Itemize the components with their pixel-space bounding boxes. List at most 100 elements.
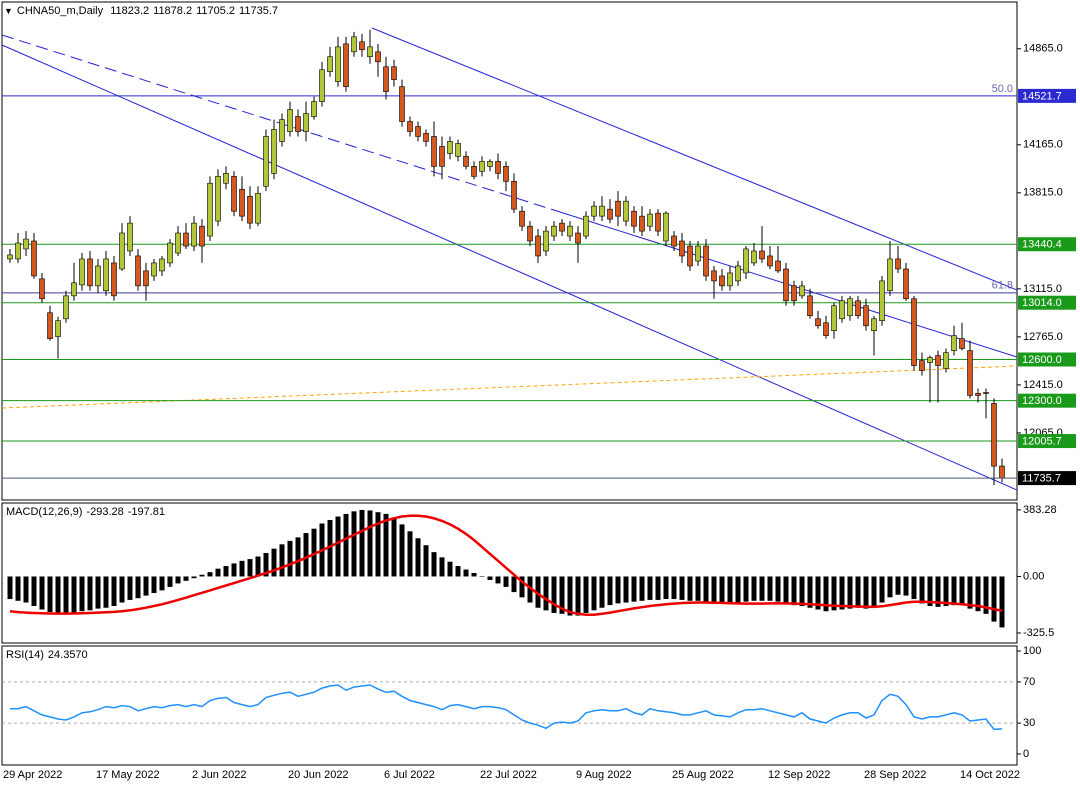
candle-body bbox=[383, 66, 389, 92]
macd-bar bbox=[575, 576, 581, 616]
macd-bar bbox=[391, 517, 397, 577]
macd-bar bbox=[999, 576, 1005, 628]
macd-bar bbox=[383, 513, 389, 577]
candle-body bbox=[167, 242, 173, 264]
candle-body bbox=[359, 41, 365, 51]
macd-bar bbox=[399, 524, 405, 577]
candle-body bbox=[959, 338, 965, 349]
candle-body bbox=[95, 265, 101, 287]
candle-body bbox=[775, 260, 781, 272]
candle-body bbox=[119, 232, 125, 270]
candle-body bbox=[215, 176, 221, 222]
candle-body bbox=[407, 121, 413, 132]
candle-body bbox=[527, 225, 533, 242]
candle-body bbox=[671, 235, 677, 247]
macd-bar bbox=[255, 556, 261, 577]
macd-bar bbox=[199, 574, 205, 577]
macd-bar bbox=[71, 576, 77, 613]
macd-bar bbox=[455, 566, 461, 577]
macd-bar bbox=[751, 576, 757, 601]
x-tick-label: 25 Aug 2022 bbox=[672, 769, 734, 781]
candle-body bbox=[799, 285, 805, 297]
candle-body bbox=[631, 210, 637, 227]
macd-bar bbox=[927, 576, 933, 607]
candle-body bbox=[623, 200, 629, 222]
macd-bar bbox=[215, 568, 221, 577]
y-tick-label: 14165.0 bbox=[1023, 139, 1063, 151]
candle-body bbox=[399, 86, 405, 122]
candle-body bbox=[903, 268, 909, 300]
macd-title: MACD(12,26,9) bbox=[6, 506, 83, 518]
y-tick-label: 30 bbox=[1023, 717, 1035, 729]
x-tick-label: 9 Aug 2022 bbox=[576, 769, 632, 781]
candle-body bbox=[343, 43, 349, 87]
candle-body bbox=[663, 212, 669, 242]
candle-body bbox=[63, 295, 69, 320]
candle-body bbox=[511, 181, 517, 210]
candle-body bbox=[327, 56, 333, 72]
level-price-label: 12600.0 bbox=[1022, 354, 1062, 366]
candle-body bbox=[111, 262, 117, 297]
macd-bar bbox=[279, 544, 285, 577]
macd-bar bbox=[975, 576, 981, 612]
macd-panel bbox=[1, 502, 1018, 644]
macd-bar bbox=[447, 561, 453, 577]
candle-body bbox=[479, 161, 485, 172]
candle-body bbox=[519, 210, 525, 227]
symbol: CHNA50_m,Daily bbox=[16, 5, 104, 17]
candle-body bbox=[583, 215, 589, 237]
macd-bar bbox=[671, 576, 677, 600]
macd-bar bbox=[567, 576, 573, 616]
x-tick-label: 29 Apr 2022 bbox=[3, 769, 62, 781]
candle-body bbox=[751, 250, 757, 264]
candle-body bbox=[87, 258, 93, 287]
candle-body bbox=[239, 188, 245, 217]
candle-body bbox=[887, 258, 893, 292]
macd-bar bbox=[543, 576, 549, 611]
macd-bar bbox=[703, 576, 709, 602]
macd-bar bbox=[631, 576, 637, 602]
candle-body bbox=[711, 270, 717, 282]
candle-body bbox=[311, 101, 317, 117]
macd-bar bbox=[743, 576, 749, 602]
macd-bar bbox=[143, 576, 149, 596]
y-tick-label: 13815.0 bbox=[1023, 187, 1063, 199]
candle-body bbox=[559, 222, 565, 232]
candle-body bbox=[743, 248, 749, 274]
macd-bar bbox=[951, 576, 957, 606]
macd-bar bbox=[351, 511, 357, 577]
candle-body bbox=[127, 222, 133, 252]
candle-body bbox=[247, 195, 253, 224]
macd-bar bbox=[639, 576, 645, 601]
candle-body bbox=[703, 245, 709, 277]
macd-bar bbox=[647, 576, 653, 600]
macd-bar bbox=[95, 576, 101, 609]
candle-body bbox=[231, 176, 237, 212]
candle-body bbox=[391, 66, 397, 80]
candle-body bbox=[503, 166, 509, 182]
candle-body bbox=[839, 300, 845, 320]
candle-body bbox=[655, 212, 661, 232]
low-value: 11705.2 bbox=[196, 5, 236, 17]
macd-bar bbox=[607, 576, 613, 606]
macd-bar bbox=[415, 538, 421, 577]
candle-body bbox=[551, 225, 557, 237]
x-tick-label: 17 May 2022 bbox=[96, 769, 160, 781]
macd-bar bbox=[127, 576, 133, 600]
macd-bar bbox=[831, 576, 837, 611]
y-tick-label: 70 bbox=[1023, 676, 1035, 688]
candle-body bbox=[335, 46, 341, 83]
macd-bar bbox=[519, 576, 525, 598]
candle-body bbox=[719, 275, 725, 287]
macd-bar bbox=[151, 576, 157, 593]
collapse-arrow[interactable]: ▼ bbox=[4, 6, 13, 16]
candle-body bbox=[927, 357, 933, 363]
price-box-label: 11735.7 bbox=[1022, 472, 1061, 484]
candle-body bbox=[863, 305, 869, 327]
macd-bar bbox=[711, 576, 717, 603]
macd-bar bbox=[31, 576, 37, 607]
candle-body bbox=[295, 116, 301, 132]
x-tick-label: 20 Jun 2022 bbox=[288, 769, 349, 781]
macd-bar bbox=[799, 576, 805, 607]
